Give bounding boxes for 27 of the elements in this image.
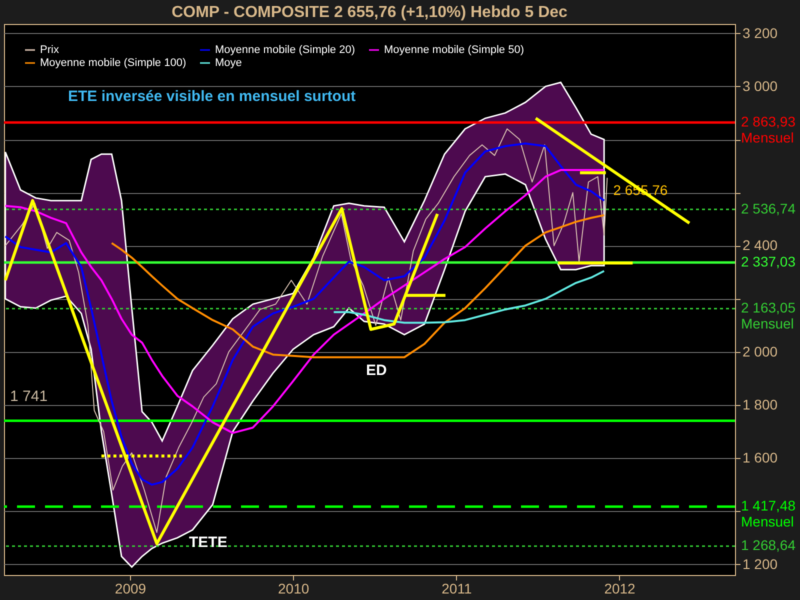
y-tick-label: 3 000 (742, 78, 778, 94)
annotation: 1 741 (10, 388, 48, 405)
ref-line-label: 2 863,93 Mensuel (741, 114, 796, 146)
x-tick-label: 2010 (278, 580, 310, 596)
chart-title: COMP - COMPOSITE 2 655,76 (+1,10%) Hebdo 5 Dec (172, 4, 568, 21)
x-tick-label: 2011 (442, 580, 472, 596)
ref-line-label: 2 163,05 Mensuel (741, 300, 796, 332)
legend-label: Moyenne mobile (Simple 20) (215, 44, 356, 56)
annotation: ED (366, 362, 388, 379)
legend-label: Moyenne mobile (Simple 50) (384, 44, 524, 56)
ref-line-label: 1 417,48 Mensuel (741, 498, 796, 530)
legend-label: Moyenne mobile (Simple 100) (40, 57, 186, 69)
y-tick-label: 3 200 (742, 24, 778, 41)
ref-line-label: 2 337,03 (741, 253, 796, 270)
y-tick-label: 2 000 (742, 343, 778, 360)
ref-line-label: 1 268,64 (741, 537, 796, 554)
ref-line-label: 2 536,74 (741, 200, 796, 216)
y-tick-label: 1 200 (742, 556, 778, 572)
annotation: ETE inversée visible en mensuel surtout (68, 88, 356, 105)
x-tick-label: 2012 (604, 580, 636, 596)
y-tick-label: 2 400 (742, 237, 778, 254)
x-tick-label: 2009 (114, 580, 146, 596)
y-tick-label: 1 800 (742, 396, 778, 413)
legend-label: Moye (215, 57, 242, 69)
legend-label: Prix (40, 44, 60, 56)
y-tick-label: 1 600 (742, 450, 778, 466)
annotation: TETE (189, 534, 228, 551)
